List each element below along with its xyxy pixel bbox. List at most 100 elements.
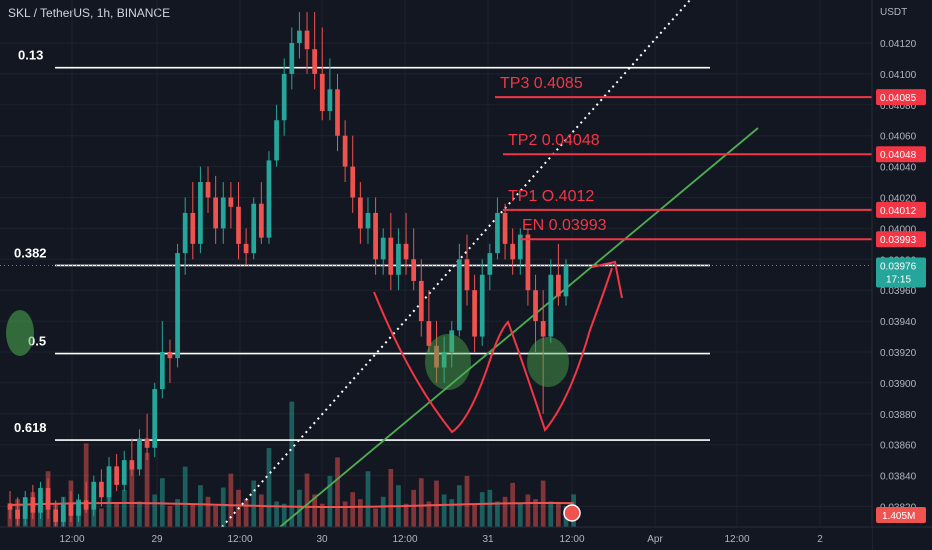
time-tick-label: 12:00 xyxy=(59,534,84,545)
candle-body xyxy=(53,509,59,522)
candle-body xyxy=(266,160,272,238)
volume-bar xyxy=(502,496,508,527)
volume-bar xyxy=(198,485,203,527)
volume-bar xyxy=(304,473,310,527)
volume-bar xyxy=(342,501,348,527)
volume-bar xyxy=(297,489,302,527)
target-label: TP1 O.4012 xyxy=(508,188,594,205)
volume-bar xyxy=(479,492,485,527)
time-tick-label: Apr xyxy=(647,534,663,545)
candle-body xyxy=(502,212,508,244)
volume-bar xyxy=(228,473,234,527)
candle-body xyxy=(144,438,150,448)
candle-body xyxy=(563,265,569,297)
volume-bar xyxy=(418,478,424,527)
volume-bar xyxy=(525,494,531,527)
volume-bar xyxy=(449,499,455,527)
current-price-tag xyxy=(876,257,926,288)
volume-bar xyxy=(213,506,219,527)
trendlines xyxy=(221,0,759,528)
price-tag-label: 0.04048 xyxy=(880,150,917,161)
candle-body xyxy=(228,197,234,207)
candle-body xyxy=(540,321,546,337)
volume-bar xyxy=(137,501,142,527)
volume-bar xyxy=(319,503,325,527)
volume-marker-icon xyxy=(563,504,581,522)
volume-bar xyxy=(403,503,409,527)
candle-body xyxy=(106,466,112,498)
volume-tag-label: 1.405M xyxy=(882,511,915,522)
price-tick-label: 0.04080 xyxy=(880,101,917,112)
candle-body xyxy=(167,352,173,359)
price-tick-label: 0.03860 xyxy=(880,441,917,452)
price-tick-label: 0.04100 xyxy=(880,70,917,81)
candle-body xyxy=(137,438,142,470)
volume-bar xyxy=(548,501,554,527)
highlight-blob xyxy=(425,334,471,390)
time-tick-label: 29 xyxy=(151,534,163,545)
candle-body xyxy=(281,73,287,121)
volume-bar xyxy=(517,503,523,527)
candle-body xyxy=(7,503,13,510)
candle-body xyxy=(152,389,158,448)
candle-body xyxy=(495,212,500,254)
candle-body xyxy=(487,253,493,275)
target-label: TP3 0.4085 xyxy=(500,75,583,92)
candle-body xyxy=(205,182,211,198)
candle-body xyxy=(380,237,386,260)
current-price-label: 0.03976 xyxy=(880,261,917,272)
candle-body xyxy=(335,89,340,136)
candle-body xyxy=(236,206,241,244)
volume-bar xyxy=(388,468,394,527)
volume-bar xyxy=(373,508,378,527)
candle-body xyxy=(114,466,119,485)
w-pattern-drawing xyxy=(373,267,613,434)
volume-bar xyxy=(457,485,462,527)
arrow-head-drawing xyxy=(591,260,623,299)
volume-bar xyxy=(350,492,356,527)
grid xyxy=(0,0,872,527)
time-tick-label: 2 xyxy=(817,534,823,545)
time-tick-label: 12:00 xyxy=(724,534,749,545)
volume-bar xyxy=(144,452,150,527)
candle-body xyxy=(357,197,363,229)
target-label: TP2 0.04048 xyxy=(508,132,600,149)
candle-body xyxy=(418,280,424,322)
candle-body xyxy=(45,487,51,510)
green-trendline xyxy=(279,127,759,528)
volume-bar xyxy=(266,448,272,527)
volume-bar xyxy=(426,501,432,527)
volume-bar xyxy=(289,401,295,527)
volume-bar xyxy=(335,457,340,527)
price-tick-label: 0.04000 xyxy=(880,224,917,235)
time-axis-bg xyxy=(0,527,872,550)
candle-body xyxy=(411,259,417,281)
candle-body xyxy=(365,212,371,229)
symbol-header: SKL / TetherUS, 1h, BINANCE xyxy=(8,6,171,20)
candle-body xyxy=(319,73,325,111)
volume-bar xyxy=(205,496,211,527)
volume-bar xyxy=(434,480,439,527)
candle-body xyxy=(68,503,74,516)
volume-bar xyxy=(190,503,196,527)
volume-bar xyxy=(167,506,173,527)
candle-body xyxy=(121,460,127,485)
price-tag-label: 0.04085 xyxy=(880,93,917,104)
volume-bar xyxy=(556,503,561,527)
price-tag xyxy=(876,89,926,106)
candle-body xyxy=(525,234,531,291)
candle-body xyxy=(304,30,310,50)
time-tick-label: 30 xyxy=(316,534,328,545)
price-tick-label: 0.03840 xyxy=(880,472,917,483)
volume-bar xyxy=(129,462,135,527)
price-tag-label: 0.04012 xyxy=(880,206,917,217)
candle-body xyxy=(190,212,196,244)
candle-body xyxy=(464,259,470,291)
volume-bar xyxy=(464,475,470,527)
price-tag xyxy=(876,201,926,218)
candle-body xyxy=(274,120,279,161)
volume-bar xyxy=(243,499,249,527)
